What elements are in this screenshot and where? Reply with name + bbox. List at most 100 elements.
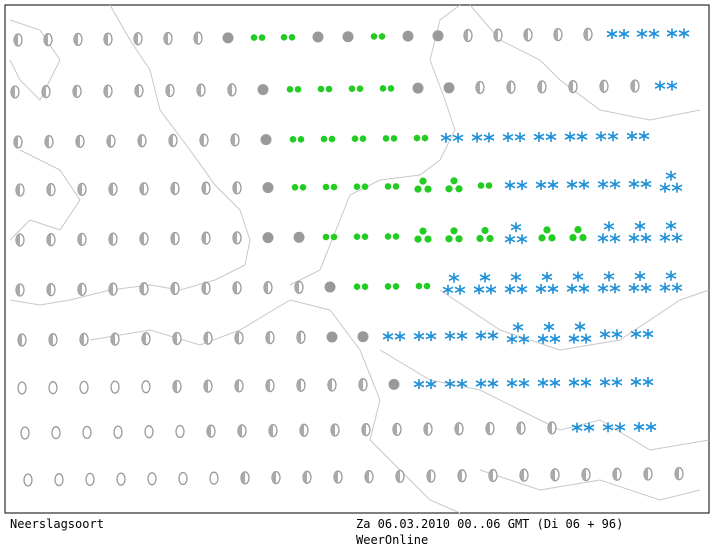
snow-flake-stroke: [510, 273, 522, 281]
snow-flake-stroke: [578, 181, 590, 188]
weather-symbol: [139, 282, 149, 296]
weather-symbol: [289, 136, 305, 143]
dry-symbol-half: [166, 84, 170, 97]
datetime: Za 06.03.2010 00..06 GMT (Di 06 + 96): [356, 517, 624, 531]
dry-symbol-half: [200, 134, 204, 147]
dry-symbol-half: [328, 379, 332, 391]
weather-symbol: [222, 32, 234, 44]
snow-flake-stroke: [630, 330, 642, 338]
dry-symbol-half: [204, 380, 208, 393]
weather-symbol: [537, 80, 547, 94]
cloud-symbol: [260, 134, 272, 146]
drizzle-drop: [390, 135, 398, 142]
weather-symbol: [476, 226, 494, 243]
snow-flake-stroke: [394, 333, 406, 340]
weather-symbol: [280, 34, 296, 41]
snow-flake-stroke: [576, 133, 588, 140]
dry-symbol-half: [78, 183, 82, 196]
cloud-symbol: [388, 378, 400, 390]
dry-symbol-half: [76, 135, 80, 148]
weather-symbol: [463, 28, 473, 43]
snow-flake-stroke: [506, 335, 518, 343]
weather-symbol: [234, 331, 244, 345]
weather-symbol: [170, 231, 180, 246]
weather-symbol: [426, 469, 436, 483]
snow-flake-stroke: [626, 132, 638, 140]
snow-flake-stroke: [504, 285, 516, 293]
weather-symbol: [659, 270, 683, 293]
snow-flake-stroke: [630, 378, 642, 386]
weather-symbol: [268, 423, 278, 438]
weather-symbol: [444, 330, 468, 341]
dry-symbol-half: [613, 468, 617, 481]
rain-drop: [419, 227, 427, 235]
weather-symbol: [493, 28, 503, 42]
map: [4, 4, 710, 514]
drizzle-drop: [370, 33, 378, 40]
border: [479, 469, 701, 501]
source: WeerOnline: [356, 533, 429, 547]
dry-symbol-half: [169, 134, 173, 147]
dry-symbol-half: [303, 471, 307, 484]
weather-symbol: [23, 473, 33, 487]
rain-drop: [543, 226, 551, 234]
dry-symbol-half: [142, 332, 146, 345]
dry-symbol-half: [517, 422, 521, 435]
dry-symbol-half: [486, 422, 490, 435]
weather-symbol: [485, 421, 495, 436]
weather-symbol: [516, 421, 526, 435]
weather-symbol: [48, 381, 58, 395]
snow-flake-stroke: [475, 380, 487, 387]
drizzle-drop: [330, 233, 338, 241]
rain-drop: [445, 185, 453, 193]
dry-symbol-half: [266, 379, 270, 392]
dry-symbol-half: [393, 423, 397, 436]
snow-flake-stroke: [609, 181, 621, 188]
weather-symbol: [414, 177, 432, 193]
weather-symbol: [504, 180, 528, 191]
snow-flake-stroke: [659, 184, 671, 191]
weather-symbol: [147, 472, 157, 486]
dry-symbol-half: [14, 136, 18, 148]
weather-symbol: [454, 422, 464, 436]
weather-symbol: [392, 422, 402, 437]
snow-flake-stroke: [634, 272, 646, 280]
weather-symbol: [232, 281, 242, 295]
weather-symbol: [384, 183, 400, 190]
weather-symbol: [294, 280, 304, 294]
dry-symbol-half: [264, 281, 268, 294]
dry-symbol-half: [458, 469, 462, 482]
weather-symbol: [413, 379, 437, 390]
snow-flake-stroke: [479, 274, 491, 281]
dry-symbol-half: [134, 32, 138, 45]
snow-flake-stroke: [572, 273, 584, 280]
snow-flake-stroke: [634, 222, 646, 230]
snow-flake-stroke: [609, 285, 621, 292]
dry-symbol-half: [644, 468, 648, 480]
weather-symbol: [370, 33, 386, 40]
weather-symbol: [348, 85, 364, 92]
snow-flake-stroke: [574, 323, 586, 330]
weather-symbol: [361, 423, 371, 437]
snow-flake-stroke: [642, 330, 654, 338]
cloud-symbol: [443, 82, 455, 94]
snow-flake-stroke: [537, 335, 549, 343]
dry-symbol-half: [675, 467, 679, 480]
dry-symbol-half: [171, 232, 175, 245]
snow-flake-stroke: [382, 333, 394, 340]
clear-symbol: [85, 472, 95, 487]
dry-symbol-half: [202, 282, 206, 295]
snow-flake-stroke: [606, 30, 618, 38]
weather-symbol: [628, 179, 652, 189]
weather-symbol: [116, 472, 126, 486]
weather-symbol: [324, 281, 336, 293]
rain-drop: [424, 185, 432, 193]
snow-flake-stroke: [547, 181, 559, 189]
snow-flake-stroke: [518, 335, 530, 343]
weather-symbol: [312, 31, 324, 43]
drizzle-drop: [325, 85, 333, 93]
weather-symbol: [606, 29, 630, 39]
weather-symbol: [550, 468, 560, 482]
weather-symbol: [17, 381, 27, 395]
weather-symbol: [108, 182, 118, 196]
